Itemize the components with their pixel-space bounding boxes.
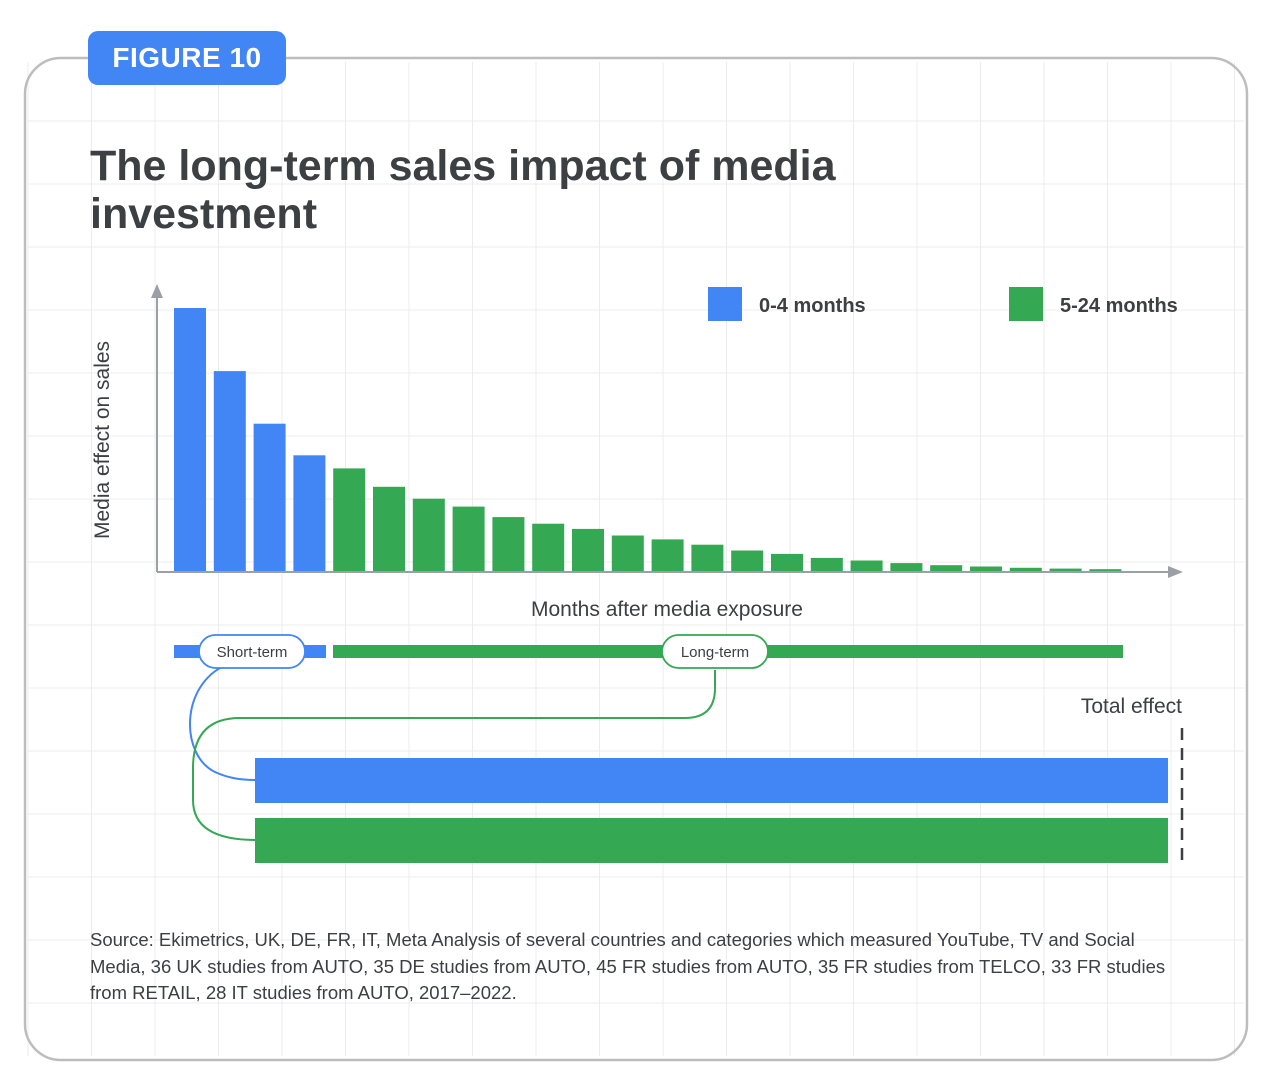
legend-swatch-short xyxy=(708,287,742,321)
bar-long-term xyxy=(1049,568,1082,571)
figure-frame xyxy=(23,56,1249,1062)
bar-long-term xyxy=(651,539,684,571)
chart-legend: 0-4 months 5-24 months xyxy=(708,287,1178,321)
connector-long xyxy=(192,670,716,841)
legend-label-long: 5-24 months xyxy=(1060,295,1178,317)
y-axis-arrow xyxy=(151,284,163,298)
long-term-label: Long-term xyxy=(681,644,749,661)
bar-short-term xyxy=(174,308,206,571)
bar-long-term xyxy=(333,468,366,571)
connector-short xyxy=(188,664,257,781)
bar-long-term xyxy=(373,486,405,571)
bar-long-term xyxy=(731,550,764,571)
y-axis-label: Media effect on sales xyxy=(91,341,114,539)
bar-long-term xyxy=(412,498,445,571)
bar-short-term xyxy=(213,371,246,571)
bar-long-term xyxy=(532,523,565,571)
total-long-term-bar xyxy=(255,818,1168,863)
bar-long-term xyxy=(492,517,525,571)
legend-label-short: 0-4 months xyxy=(759,295,866,317)
timeline: Short-term Long-term xyxy=(174,634,1123,841)
bar-long-term xyxy=(890,563,923,571)
chart-title: The long-term sales impact of media inve… xyxy=(90,142,836,238)
bar-long-term xyxy=(810,557,843,571)
bar-long-term xyxy=(771,553,803,571)
bar-long-term xyxy=(1089,569,1122,571)
total-short-term-bar xyxy=(255,758,1168,803)
legend-swatch-long xyxy=(1009,287,1043,321)
bar-long-term xyxy=(611,535,644,571)
bar-long-term xyxy=(691,544,724,571)
total-effect-label: Total effect xyxy=(1081,695,1182,718)
source-note: Source: Ekimetrics, UK, DE, FR, IT, Meta… xyxy=(90,929,1166,1003)
total-effect: Total effect xyxy=(255,695,1184,864)
x-axis-label: Months after media exposure xyxy=(531,598,803,621)
bar-long-term xyxy=(572,528,604,571)
chart-bars xyxy=(174,308,1122,571)
bar-long-term xyxy=(1009,567,1042,571)
chart-axes xyxy=(151,284,1183,578)
short-term-pill xyxy=(198,634,306,669)
short-term-label: Short-term xyxy=(217,644,288,661)
x-axis-arrow xyxy=(1168,566,1183,578)
bar-long-term xyxy=(452,506,485,571)
long-term-pill xyxy=(661,634,769,669)
bar-short-term xyxy=(293,455,326,571)
figure-badge: FIGURE 10 xyxy=(88,31,286,85)
bar-long-term xyxy=(850,560,883,571)
bar-long-term xyxy=(970,566,1002,571)
bar-short-term xyxy=(253,423,286,571)
bar-long-term xyxy=(930,565,963,571)
